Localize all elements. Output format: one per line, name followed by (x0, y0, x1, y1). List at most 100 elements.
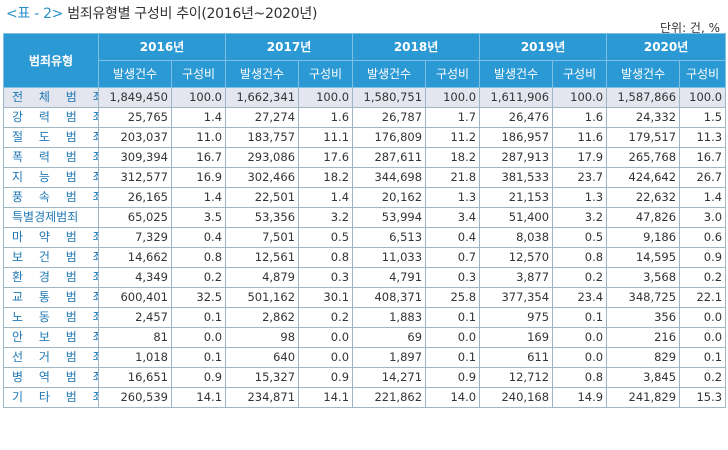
ratio-header: 구성비 (425, 60, 481, 88)
count-cell: 4,791 (352, 267, 427, 288)
table-header: 범죄유형 2016년 2017년 2018년 2019년 2020년 발생건수 … (3, 33, 727, 88)
table-row: 지 능 범 죄312,57716.9302,46618.2344,69821.8… (3, 167, 727, 188)
count-cell: 47,826 (606, 207, 681, 228)
ratio-cell: 0.0 (170, 327, 227, 348)
count-cell: 3,568 (606, 267, 681, 288)
count-cell: 7,329 (98, 227, 172, 248)
count-cell: 611 (479, 347, 554, 368)
count-cell: 21,153 (479, 187, 554, 208)
table-number: <표 - 2> (6, 6, 64, 22)
count-cell: 501,162 (225, 287, 300, 308)
category-cell: 전 체 범 죄 (3, 87, 99, 108)
unit-label: 단위: 건, % (659, 21, 720, 35)
table-row: 기 타 범 죄260,53914.1234,87114.1221,86214.0… (3, 387, 727, 408)
ratio-cell: 1.7 (425, 107, 481, 128)
ratio-cell: 0.2 (298, 307, 354, 328)
ratio-cell: 0.0 (298, 327, 354, 348)
count-cell: 640 (225, 347, 300, 368)
count-cell: 7,501 (225, 227, 300, 248)
count-cell: 600,401 (98, 287, 172, 308)
count-cell: 1,018 (98, 347, 172, 368)
category-cell: 절 도 범 죄 (3, 127, 99, 148)
count-cell: 408,371 (352, 287, 427, 308)
count-cell: 975 (479, 307, 554, 328)
count-cell: 12,712 (479, 367, 554, 388)
count-cell: 26,165 (98, 187, 172, 208)
category-header: 범죄유형 (3, 33, 99, 88)
ratio-cell: 0.0 (679, 307, 727, 328)
ratio-cell: 0.7 (425, 247, 481, 268)
ratio-header: 구성비 (298, 60, 354, 88)
count-cell: 81 (98, 327, 172, 348)
count-header: 발생건수 (98, 60, 172, 88)
table-row: 환 경 범 죄4,3490.24,8790.34,7910.33,8770.23… (3, 267, 727, 288)
category-cell: 폭 력 범 죄 (3, 147, 99, 168)
ratio-cell: 3.4 (425, 207, 481, 228)
category-cell: 풍 속 범 죄 (3, 187, 99, 208)
ratio-cell: 0.8 (170, 247, 227, 268)
year-header: 2020년 (606, 33, 727, 61)
ratio-cell: 32.5 (170, 287, 227, 308)
count-header: 발생건수 (479, 60, 554, 88)
category-cell: 병 역 범 죄 (3, 367, 99, 388)
count-cell: 1,897 (352, 347, 427, 368)
ratio-cell: 0.3 (425, 267, 481, 288)
ratio-cell: 11.0 (170, 127, 227, 148)
count-cell: 287,913 (479, 147, 554, 168)
count-cell: 4,349 (98, 267, 172, 288)
count-cell: 4,879 (225, 267, 300, 288)
ratio-cell: 0.4 (425, 227, 481, 248)
ratio-cell: 16.7 (679, 147, 727, 168)
ratio-cell: 1.6 (298, 107, 354, 128)
ratio-header: 구성비 (552, 60, 608, 88)
year-header: 2018년 (352, 33, 481, 61)
category-cell: 보 건 범 죄 (3, 247, 99, 268)
ratio-cell: 1.6 (552, 107, 608, 128)
category-cell: 특별경제범죄 (3, 207, 99, 228)
count-cell: 287,611 (352, 147, 427, 168)
crime-type-table: 범죄유형 2016년 2017년 2018년 2019년 2020년 발생건수 … (3, 33, 727, 408)
count-cell: 344,698 (352, 167, 427, 188)
count-cell: 216 (606, 327, 681, 348)
count-cell: 186,957 (479, 127, 554, 148)
ratio-cell: 0.6 (679, 227, 727, 248)
count-cell: 179,517 (606, 127, 681, 148)
ratio-header: 구성비 (679, 60, 727, 88)
ratio-cell: 0.8 (552, 367, 608, 388)
year-header: 2016년 (97, 33, 227, 61)
table-row: 선 거 범 죄1,0180.16400.01,8970.16110.08290.… (3, 347, 727, 368)
count-cell: 15,327 (225, 367, 300, 388)
ratio-cell: 0.3 (298, 267, 354, 288)
count-cell: 26,787 (352, 107, 427, 128)
table-title-text: 범죄유형별 구성비 추이(2016년~2020년) (63, 6, 318, 22)
count-cell: 176,809 (352, 127, 427, 148)
ratio-cell: 14.9 (552, 387, 608, 408)
ratio-cell: 0.0 (298, 347, 354, 368)
category-cell: 안 보 범 죄 (3, 327, 99, 348)
count-cell: 265,768 (606, 147, 681, 168)
ratio-cell: 0.0 (552, 327, 608, 348)
category-cell: 교 통 범 죄 (3, 287, 99, 308)
ratio-cell: 1.3 (425, 187, 481, 208)
ratio-cell: 21.8 (425, 167, 481, 188)
count-cell: 221,862 (352, 387, 427, 408)
count-cell: 8,038 (479, 227, 554, 248)
count-cell: 3,845 (606, 367, 681, 388)
ratio-cell: 15.3 (679, 387, 727, 408)
ratio-cell: 1.3 (552, 187, 608, 208)
category-cell: 지 능 범 죄 (3, 167, 99, 188)
count-cell: 183,757 (225, 127, 300, 148)
count-cell: 14,271 (352, 367, 427, 388)
ratio-cell: 0.2 (679, 267, 727, 288)
ratio-cell: 14.1 (298, 387, 354, 408)
ratio-cell: 0.5 (552, 227, 608, 248)
ratio-cell: 0.2 (170, 267, 227, 288)
count-cell: 348,725 (606, 287, 681, 308)
count-cell: 20,162 (352, 187, 427, 208)
count-cell: 424,642 (606, 167, 681, 188)
ratio-cell: 3.2 (298, 207, 354, 228)
ratio-cell: 22.1 (679, 287, 727, 308)
count-cell: 12,561 (225, 247, 300, 268)
ratio-cell: 0.1 (552, 307, 608, 328)
table-title: <표 - 2> 범죄유형별 구성비 추이(2016년~2020년) (6, 3, 317, 23)
